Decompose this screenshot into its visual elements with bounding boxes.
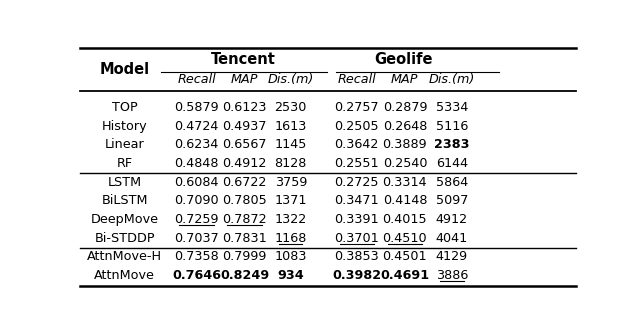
Text: 0.6234: 0.6234 bbox=[174, 138, 219, 151]
Text: LSTM: LSTM bbox=[108, 176, 141, 189]
Text: 0.7358: 0.7358 bbox=[174, 250, 219, 263]
Text: 0.4510: 0.4510 bbox=[383, 232, 427, 245]
Text: 0.4912: 0.4912 bbox=[223, 157, 267, 170]
Text: 1083: 1083 bbox=[275, 250, 307, 263]
Text: 0.4937: 0.4937 bbox=[223, 120, 267, 133]
Text: Linear: Linear bbox=[105, 138, 145, 151]
Text: 0.4848: 0.4848 bbox=[174, 157, 219, 170]
Text: 6144: 6144 bbox=[436, 157, 468, 170]
Text: 0.2551: 0.2551 bbox=[335, 157, 379, 170]
Text: MAP: MAP bbox=[231, 73, 259, 86]
Text: 5864: 5864 bbox=[436, 176, 468, 189]
Text: AttnMove: AttnMove bbox=[94, 269, 155, 282]
Text: AttnMove-H: AttnMove-H bbox=[87, 250, 162, 263]
Text: 0.7259: 0.7259 bbox=[174, 213, 219, 226]
Text: 0.6123: 0.6123 bbox=[223, 101, 267, 114]
Text: 3886: 3886 bbox=[436, 269, 468, 282]
Text: 0.7805: 0.7805 bbox=[222, 195, 267, 208]
Text: 0.7646: 0.7646 bbox=[172, 269, 221, 282]
Text: 0.3391: 0.3391 bbox=[335, 213, 379, 226]
Text: 8128: 8128 bbox=[275, 157, 307, 170]
Text: 5097: 5097 bbox=[436, 195, 468, 208]
Text: 0.2879: 0.2879 bbox=[383, 101, 427, 114]
Text: 0.4501: 0.4501 bbox=[383, 250, 427, 263]
Text: 0.7999: 0.7999 bbox=[223, 250, 267, 263]
Text: 5334: 5334 bbox=[436, 101, 468, 114]
Text: 0.7831: 0.7831 bbox=[222, 232, 267, 245]
Text: Bi-STDDP: Bi-STDDP bbox=[94, 232, 155, 245]
Text: 0.2648: 0.2648 bbox=[383, 120, 427, 133]
Text: 0.7090: 0.7090 bbox=[174, 195, 219, 208]
Text: 0.5879: 0.5879 bbox=[174, 101, 219, 114]
Text: 4041: 4041 bbox=[436, 232, 468, 245]
Text: 2383: 2383 bbox=[435, 138, 470, 151]
Text: 4912: 4912 bbox=[436, 213, 468, 226]
Text: 0.6567: 0.6567 bbox=[223, 138, 267, 151]
Text: 5116: 5116 bbox=[436, 120, 468, 133]
Text: 1168: 1168 bbox=[275, 232, 307, 245]
Text: MAP: MAP bbox=[391, 73, 419, 86]
Text: 0.8249: 0.8249 bbox=[220, 269, 269, 282]
Text: Geolife: Geolife bbox=[374, 51, 433, 66]
Text: 0.3701: 0.3701 bbox=[334, 232, 379, 245]
Text: 0.6084: 0.6084 bbox=[174, 176, 219, 189]
Text: 0.3642: 0.3642 bbox=[335, 138, 379, 151]
Text: Dis.(m): Dis.(m) bbox=[268, 73, 314, 86]
Text: 0.2757: 0.2757 bbox=[335, 101, 379, 114]
Text: 2530: 2530 bbox=[275, 101, 307, 114]
Text: 1613: 1613 bbox=[275, 120, 307, 133]
Text: Tencent: Tencent bbox=[211, 51, 276, 66]
Text: 0.3314: 0.3314 bbox=[383, 176, 427, 189]
Text: 0.2540: 0.2540 bbox=[383, 157, 427, 170]
Text: 0.3853: 0.3853 bbox=[334, 250, 379, 263]
Text: 0.2725: 0.2725 bbox=[335, 176, 379, 189]
Text: 0.3889: 0.3889 bbox=[383, 138, 427, 151]
Text: 0.4148: 0.4148 bbox=[383, 195, 427, 208]
Text: Dis.(m): Dis.(m) bbox=[429, 73, 475, 86]
Text: History: History bbox=[102, 120, 147, 133]
Text: 0.6722: 0.6722 bbox=[223, 176, 267, 189]
Text: 0.4691: 0.4691 bbox=[380, 269, 429, 282]
Text: 934: 934 bbox=[277, 269, 304, 282]
Text: 4129: 4129 bbox=[436, 250, 468, 263]
Text: 0.3471: 0.3471 bbox=[335, 195, 379, 208]
Text: 0.4015: 0.4015 bbox=[383, 213, 427, 226]
Text: 0.2505: 0.2505 bbox=[335, 120, 379, 133]
Text: 0.4724: 0.4724 bbox=[174, 120, 219, 133]
Text: 1145: 1145 bbox=[275, 138, 307, 151]
Text: 0.7037: 0.7037 bbox=[174, 232, 219, 245]
Text: 0.3982: 0.3982 bbox=[332, 269, 381, 282]
Text: Recall: Recall bbox=[337, 73, 376, 86]
Text: 1371: 1371 bbox=[275, 195, 307, 208]
Text: TOP: TOP bbox=[112, 101, 138, 114]
Text: DeepMove: DeepMove bbox=[91, 213, 159, 226]
Text: 1322: 1322 bbox=[275, 213, 307, 226]
Text: Recall: Recall bbox=[177, 73, 216, 86]
Text: RF: RF bbox=[116, 157, 132, 170]
Text: 0.7872: 0.7872 bbox=[222, 213, 267, 226]
Text: BiLSTM: BiLSTM bbox=[101, 195, 148, 208]
Text: Model: Model bbox=[100, 62, 150, 77]
Text: 3759: 3759 bbox=[275, 176, 307, 189]
